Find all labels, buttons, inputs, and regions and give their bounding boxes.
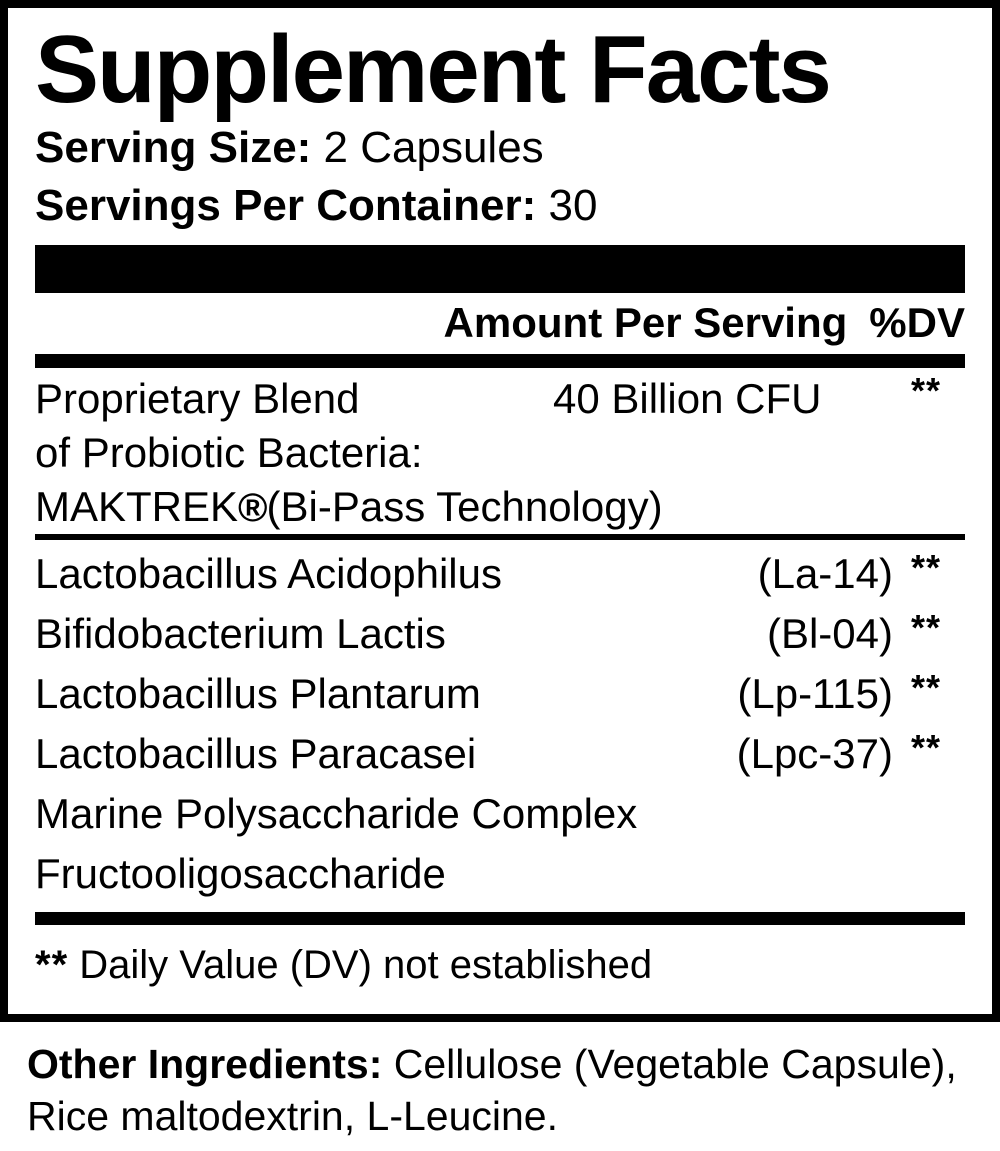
maktrek-line: MAKTREK®(Bi-Pass Technology) <box>35 480 965 534</box>
table-row: Marine Polysaccharide Complex <box>35 784 965 844</box>
divider-medium-1 <box>35 353 965 368</box>
proprietary-blend-block: Proprietary Blend 40 Billion CFU ** of P… <box>35 368 965 534</box>
divider-thick-bar <box>35 244 965 293</box>
serving-size-label: Serving Size: <box>35 123 312 172</box>
serving-size-value: 2 Capsules <box>323 123 544 172</box>
ingredient-name: Fructooligosaccharide <box>35 849 446 897</box>
other-ingredients-label: Other Ingredients: <box>27 1041 383 1087</box>
ingredient-dv: ** <box>910 666 942 708</box>
table-row: Lactobacillus Acidophilus (La-14) ** <box>35 544 965 604</box>
table-row: Bifidobacterium Lactis (Bl-04) ** <box>35 604 965 664</box>
ingredient-name: Lactobacillus Acidophilus <box>35 549 502 597</box>
servings-per-container-line: Servings Per Container: 30 <box>35 178 965 234</box>
footnote-asterisks: ** <box>35 942 69 987</box>
ingredient-name: Marine Polysaccharide Complex <box>35 789 638 837</box>
page-title: Supplement Facts <box>35 16 832 123</box>
amount-per-serving-header: Amount Per Serving <box>443 298 848 346</box>
ingredient-dv: ** <box>910 546 942 588</box>
ingredient-strain-code: (La-14) <box>757 549 893 597</box>
proprietary-blend-dv: ** <box>910 369 942 411</box>
proprietary-blend-subtitle: of Probiotic Bacteria: <box>35 428 423 476</box>
serving-size-line: Serving Size: 2 Capsules <box>35 120 965 176</box>
ingredient-strain-code: (Lp-115) <box>737 669 893 717</box>
other-ingredients-block: Other Ingredients: Cellulose (Vegetable … <box>27 1038 973 1143</box>
ingredient-name: Bifidobacterium Lactis <box>35 609 446 657</box>
supplement-facts-panel: Supplement Facts Serving Size: 2 Capsule… <box>0 0 1000 1022</box>
table-row: Lactobacillus Plantarum (Lp-115) ** <box>35 664 965 724</box>
proprietary-blend-name: Proprietary Blend <box>35 374 360 422</box>
ingredient-dv: ** <box>910 606 942 648</box>
registered-trademark-icon: ® <box>238 485 268 530</box>
column-header-row: Amount Per Serving %DV <box>35 293 965 348</box>
divider-thin-1 <box>35 533 965 540</box>
ingredient-name: Lactobacillus Plantarum <box>35 669 481 717</box>
ingredient-name: Lactobacillus Paracasei <box>35 729 477 777</box>
maktrek-brand: MAKTREK <box>35 482 239 530</box>
other-ingredients-value: Cellulose (Vegetable Capsule), Rice malt… <box>27 1041 957 1140</box>
percent-dv-header: %DV <box>869 298 965 346</box>
daily-value-footnote: ** Daily Value (DV) not established <box>35 925 965 991</box>
table-row: Fructooligosaccharide <box>35 844 965 904</box>
ingredient-strain-code: (Lpc-37) <box>736 729 893 777</box>
footnote-text: Daily Value (DV) not established <box>68 942 653 987</box>
ingredient-dv: ** <box>910 726 942 768</box>
servings-per-container-value: 30 <box>548 181 598 231</box>
proprietary-blend-amount: 40 Billion CFU <box>553 374 822 422</box>
ingredient-list: Lactobacillus Acidophilus (La-14) ** Bif… <box>35 540 965 904</box>
ingredient-strain-code: (Bl-04) <box>766 609 893 657</box>
table-row: Lactobacillus Paracasei (Lpc-37) ** <box>35 724 965 784</box>
proprietary-blend-row: Proprietary Blend 40 Billion CFU ** <box>35 369 965 426</box>
divider-footnote <box>35 911 965 925</box>
servings-per-container-label: Servings Per Container: <box>35 181 537 231</box>
maktrek-technology: (Bi-Pass Technology) <box>266 482 663 530</box>
